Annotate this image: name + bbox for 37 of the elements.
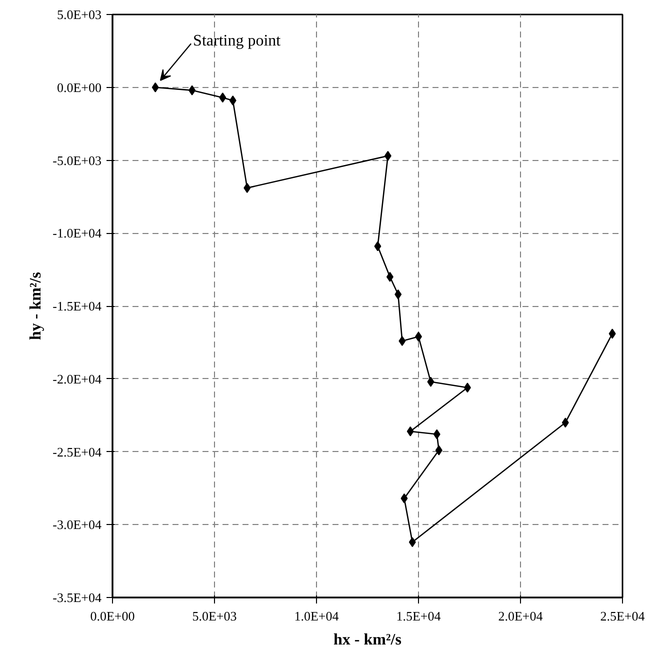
x-tick-label: 1.5E+04 xyxy=(396,608,442,624)
point xyxy=(219,92,226,103)
point xyxy=(608,328,616,339)
x-tick-label: 5.0E+03 xyxy=(192,608,237,624)
point xyxy=(244,182,251,193)
y-tick-label: -2.0E+04 xyxy=(52,371,102,386)
point xyxy=(433,429,440,440)
y-tick-label: -2.5E+04 xyxy=(52,444,102,460)
point xyxy=(427,376,434,387)
point xyxy=(435,445,442,456)
point xyxy=(152,82,159,92)
point xyxy=(386,272,394,282)
point xyxy=(464,382,471,393)
point xyxy=(394,289,402,300)
y-tick-label: -1.0E+04 xyxy=(52,226,102,241)
y-tick-label: -3.0E+04 xyxy=(52,517,102,532)
point xyxy=(400,493,408,504)
point xyxy=(188,85,196,96)
x-tick-label: 2.5E+04 xyxy=(600,608,646,624)
x-tick-label: 0.0E+00 xyxy=(90,608,135,624)
point xyxy=(562,418,569,428)
y-tick-label: 0.0E+00 xyxy=(56,80,102,95)
point xyxy=(229,95,236,106)
x-tick-label: 1.0E+04 xyxy=(294,608,340,624)
y-tick-label: -1.5E+04 xyxy=(52,298,102,314)
point xyxy=(408,537,416,548)
annotation: Starting point xyxy=(193,32,282,50)
point xyxy=(384,150,392,161)
point xyxy=(406,426,414,436)
point xyxy=(374,241,382,252)
x-tick-label: 2.0E+04 xyxy=(498,608,544,624)
x-axis-title: hx - km²/s xyxy=(334,632,402,648)
y-tick-label: -3.5E+04 xyxy=(52,590,102,605)
y-axis-title: hy - km²/s xyxy=(28,272,45,340)
point xyxy=(398,336,406,346)
y-tick-label: -5.0E+03 xyxy=(52,152,102,168)
y-tick-label: 5.0E+03 xyxy=(56,7,102,22)
